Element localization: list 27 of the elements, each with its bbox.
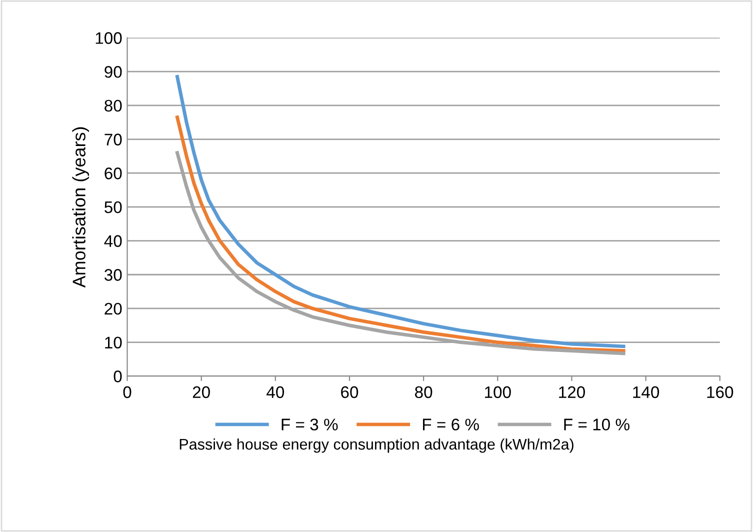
legend-label: F = 10 % xyxy=(564,418,630,430)
x-tick-label: 100 xyxy=(485,386,511,398)
y-tick-label: 40 xyxy=(104,235,122,247)
y-tick-label: 10 xyxy=(105,336,122,348)
legend-label: F = 3 % xyxy=(282,418,338,430)
x-tick-label: 60 xyxy=(341,386,358,398)
x-tick-label: 120 xyxy=(559,386,585,398)
y-tick-label: 50 xyxy=(104,201,122,214)
y-tick-label: 20 xyxy=(104,302,122,315)
line-series xyxy=(176,116,626,352)
x-tick-label: 140 xyxy=(633,386,660,398)
x-tick-label: 40 xyxy=(266,386,284,398)
y-tick-label: 60 xyxy=(104,168,122,180)
x-axis-title: Passive house energy consumption advantage (kWh/m2a) xyxy=(180,438,574,453)
x-tick-label: 20 xyxy=(192,386,210,398)
y-tick-label: 70 xyxy=(104,134,122,146)
y-axis-title: Amortisation (years) xyxy=(72,127,90,288)
y-tick-label: 80 xyxy=(104,100,122,112)
x-tick-label: 160 xyxy=(707,386,734,398)
legend-label: F = 6 % xyxy=(423,418,479,430)
x-tick-label: 0 xyxy=(123,386,132,398)
x-tick-label: 80 xyxy=(415,386,432,398)
y-tick-label: 100 xyxy=(96,32,122,44)
y-tick-label: 30 xyxy=(104,269,122,281)
line-series xyxy=(176,74,626,348)
y-tick-label: 0 xyxy=(114,370,122,382)
y-tick-label: 90 xyxy=(104,66,122,78)
